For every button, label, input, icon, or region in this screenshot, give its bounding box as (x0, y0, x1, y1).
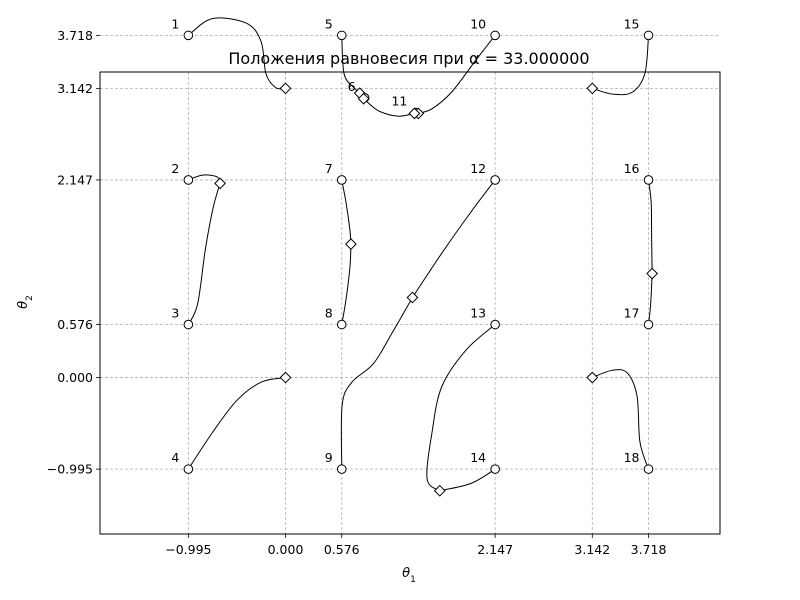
start-point-marker (643, 319, 654, 330)
start-point-marker (490, 319, 500, 330)
y-axis-label: θ2 (16, 295, 35, 309)
start-point-marker (183, 175, 194, 185)
grid (100, 34, 720, 534)
equilibrium-marker (279, 371, 292, 384)
point-label: 18 (624, 450, 640, 465)
trajectory-line (187, 183, 221, 325)
equilibrium-marker (646, 267, 659, 280)
y-tick-label: 0.000 (57, 370, 93, 385)
start-point-marker (336, 175, 347, 185)
start-point-marker (336, 30, 347, 41)
trajectory-line (592, 35, 650, 96)
trajectory-line (418, 35, 496, 114)
start-point-marker (336, 319, 347, 330)
start-point-marker (490, 464, 500, 474)
x-axis-label: θ1 (402, 566, 416, 585)
start-point-marker (183, 319, 194, 330)
x-axis-ticks: −0.995 0.000 0.576 2.147 3.142 3.718 (165, 534, 666, 557)
point-label: 2 (171, 161, 179, 176)
x-tick-label: −0.995 (165, 542, 211, 557)
point-label: 1 (171, 16, 179, 31)
trajectory-line (439, 468, 496, 492)
point-label: 12 (470, 161, 486, 176)
trajectory-line (187, 377, 286, 470)
point-label: 9 (325, 450, 333, 465)
y-tick-label: 3.718 (57, 28, 93, 43)
plot-frame (99, 71, 721, 535)
equilibrium-marker (406, 291, 419, 304)
point-label: 17 (624, 306, 640, 321)
x-tick-label: 2.147 (477, 542, 513, 557)
equilibrium-marker (586, 82, 599, 95)
point-label: 7 (325, 161, 333, 176)
trajectory-line (412, 179, 496, 298)
start-point-marker (336, 464, 347, 474)
start-point-marker (643, 464, 654, 474)
point-label: 11 (391, 93, 407, 108)
point-label: 16 (624, 161, 640, 176)
trajectory-line (340, 297, 413, 470)
trajectory-line (341, 244, 352, 325)
x-tick-label: 3.718 (631, 542, 667, 557)
trajectory-line (426, 324, 496, 492)
point-label: 5 (325, 16, 333, 31)
trajectory-line (188, 17, 286, 90)
trajectory-line (648, 179, 653, 274)
point-label: 10 (470, 16, 486, 31)
start-point-marker (183, 30, 194, 41)
x-tick-label: 0.000 (268, 542, 304, 557)
trajectory-line (648, 273, 653, 325)
point-label: 3 (171, 306, 179, 321)
equilibrium-marker (433, 484, 446, 497)
equilibrium-marker (586, 371, 599, 384)
start-point-marker (183, 464, 194, 474)
point-label: 15 (624, 16, 640, 31)
y-tick-label: −0.995 (47, 462, 93, 477)
point-label: 13 (470, 306, 486, 321)
y-tick-label: 0.576 (57, 317, 93, 332)
point-label: 14 (470, 450, 486, 465)
equilibrium-marker (214, 177, 227, 190)
equilibrium-marker (357, 92, 370, 105)
trajectory-line (592, 369, 650, 470)
equilibrium-marker (408, 107, 421, 120)
x-tick-label: 0.576 (324, 542, 360, 557)
point-label: 6 (348, 79, 356, 94)
x-tick-label: 3.142 (574, 542, 610, 557)
trajectory-lines (187, 17, 653, 492)
equilibrium-marker (345, 238, 357, 251)
trajectory-line (341, 179, 352, 245)
point-label: 4 (171, 450, 179, 465)
point-label: 8 (325, 306, 333, 321)
start-point-marker (490, 175, 500, 185)
data-markers (183, 30, 659, 497)
trajectory-line (188, 174, 221, 184)
y-tick-label: 2.147 (57, 172, 93, 187)
chart-title: Положения равновесия при α = 33.000000 (228, 49, 589, 68)
y-axis-ticks: 3.718 3.142 2.147 0.576 0.000 −0.995 (47, 28, 100, 477)
start-point-marker (643, 30, 654, 41)
y-tick-label: 3.142 (57, 81, 93, 96)
trajectory-line (363, 98, 415, 117)
start-point-marker (490, 30, 500, 41)
start-point-marker (643, 175, 654, 185)
equilibrium-marker (279, 82, 292, 95)
